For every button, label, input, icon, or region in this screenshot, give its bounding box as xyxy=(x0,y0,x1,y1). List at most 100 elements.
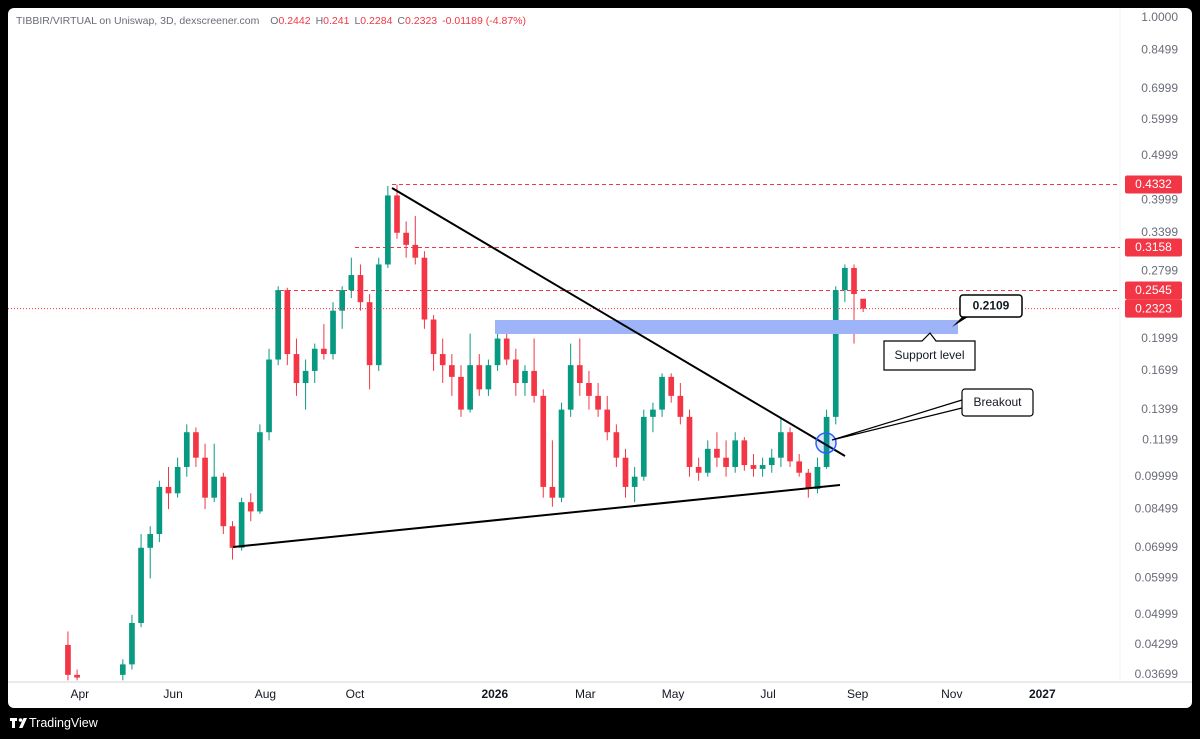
candle-body xyxy=(467,365,473,410)
candle-body xyxy=(449,365,455,377)
y-tick-label: 0.3399 xyxy=(1141,225,1178,239)
candle-body xyxy=(695,466,702,473)
y-tick-label: 0.04299 xyxy=(1135,637,1179,651)
candle-body xyxy=(138,547,144,623)
x-tick-label: Mar xyxy=(575,687,596,701)
candle-body xyxy=(119,664,126,675)
candle-body xyxy=(302,370,309,384)
candle-body xyxy=(147,534,154,548)
candle-body xyxy=(659,376,665,410)
callout-box xyxy=(883,332,976,371)
candle-body xyxy=(412,244,419,258)
x-tick-label: Jun xyxy=(163,687,182,701)
y-tick-label: 0.1999 xyxy=(1141,331,1178,345)
ohlc-letter: O xyxy=(270,15,278,27)
candle-body xyxy=(366,302,373,366)
callout-pointer xyxy=(831,399,963,441)
candle-body xyxy=(567,365,574,410)
candle-body xyxy=(247,502,254,512)
candle-body xyxy=(421,257,428,320)
y-tick-label: 0.1699 xyxy=(1141,363,1178,377)
candle-body xyxy=(522,370,528,384)
ohlc-change: -0.01189 (-4.87%) xyxy=(442,15,526,27)
callout-box xyxy=(959,294,1023,318)
candle-body xyxy=(275,290,282,360)
candle-body xyxy=(741,440,748,466)
ohlc-value: 0.2442 xyxy=(278,15,310,27)
candle-body xyxy=(330,310,336,355)
footer-brand: TradingView xyxy=(29,716,99,730)
callout-box xyxy=(961,388,1034,417)
plot xyxy=(8,183,1120,681)
x-tick-label: Apr xyxy=(70,687,89,701)
x-tick-label: 2027 xyxy=(1029,687,1056,701)
price-level-box xyxy=(1125,281,1182,300)
candle-body xyxy=(595,395,601,410)
candle-body xyxy=(778,432,784,458)
candle-body xyxy=(485,365,492,390)
y-tick-label: 0.4999 xyxy=(1141,148,1178,162)
y-tick-label: 0.06999 xyxy=(1135,540,1179,554)
ohlc-value: 0.241 xyxy=(323,15,349,27)
y-tick-label: 0.04999 xyxy=(1135,607,1179,621)
candle-body xyxy=(704,448,711,473)
candle-body xyxy=(375,264,382,366)
ohlc-letter: H xyxy=(316,15,324,27)
candle-body xyxy=(686,416,693,467)
candle-body xyxy=(494,338,501,366)
candle-body xyxy=(622,457,629,487)
candle-body xyxy=(174,466,181,494)
support-zone xyxy=(495,320,958,334)
candle-body xyxy=(668,376,675,396)
ohlc-letter: L xyxy=(354,15,360,27)
candle-body xyxy=(586,383,592,396)
candle-body xyxy=(650,409,656,417)
candle-body xyxy=(156,486,163,535)
last-price-label: 0.2323 xyxy=(1135,301,1172,315)
candle-body xyxy=(339,290,346,311)
price-level-label: 0.3158 xyxy=(1135,240,1172,254)
candle-body xyxy=(229,526,236,548)
candle-body xyxy=(284,290,291,355)
x-tick-label: Aug xyxy=(255,687,276,701)
candle-body xyxy=(540,395,547,487)
candle-body xyxy=(732,440,739,467)
candle-body xyxy=(750,465,757,469)
chart-panel xyxy=(8,8,1192,708)
y-tick-label: 1.0000 xyxy=(1141,10,1178,24)
candle-body xyxy=(357,275,364,303)
x-tick-label: May xyxy=(662,687,685,701)
y-tick-label: 0.1199 xyxy=(1142,433,1178,447)
candle-body xyxy=(814,466,821,490)
chart-title: TIBBIR/VIRTUAL on Uniswap, 3D, dexscreen… xyxy=(16,15,260,27)
candle-body xyxy=(832,290,839,417)
trend-line xyxy=(232,484,841,548)
candle-body xyxy=(549,486,556,498)
candle-body xyxy=(613,432,620,458)
candle-body xyxy=(723,457,729,467)
candle-body xyxy=(211,476,218,498)
candle-body xyxy=(851,267,857,295)
ohlc-value: 0.2284 xyxy=(360,15,392,27)
price-level-label: 0.2545 xyxy=(1135,283,1172,297)
candle-body xyxy=(439,354,446,366)
candle-body xyxy=(476,365,483,390)
candle-body xyxy=(311,348,318,371)
candle-body xyxy=(640,416,647,477)
ohlc-letter: C xyxy=(397,15,405,27)
last-price-box xyxy=(1125,299,1182,318)
candle-body xyxy=(631,476,638,487)
candle-body xyxy=(193,432,199,458)
price-level-label: 0.4332 xyxy=(1135,177,1172,191)
x-tick-label: Oct xyxy=(346,687,365,701)
candle-body xyxy=(385,195,391,265)
candle-body xyxy=(183,432,190,467)
candle-body xyxy=(604,409,611,433)
ohlc-value: 0.2323 xyxy=(405,15,437,27)
candle-body xyxy=(714,448,720,458)
candle-body xyxy=(531,370,537,396)
candle-body xyxy=(787,432,793,462)
breakout-marker xyxy=(815,432,837,454)
candle-body xyxy=(165,486,172,494)
